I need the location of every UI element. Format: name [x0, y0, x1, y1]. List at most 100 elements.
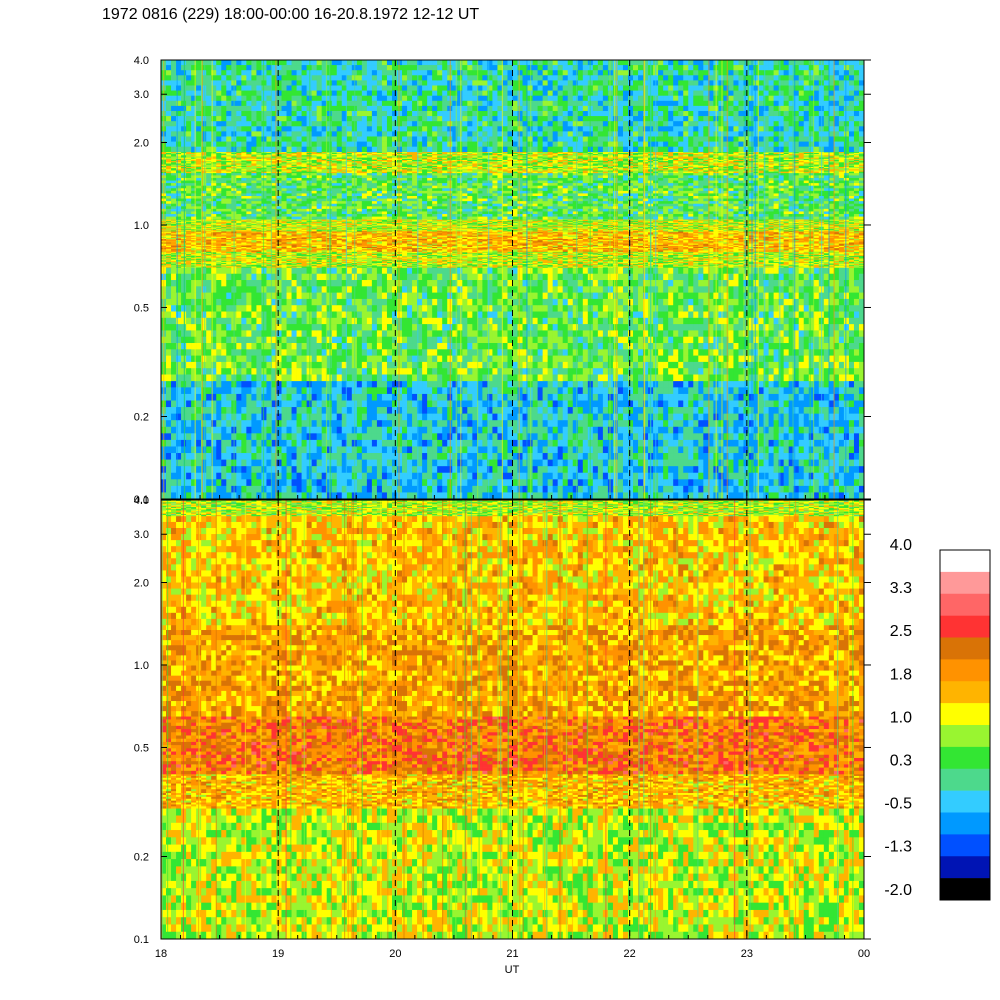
heatmap-cell [538, 473, 543, 480]
heatmap-cell [287, 440, 292, 447]
heatmap-cell [502, 473, 507, 480]
heatmap-cell [332, 473, 337, 480]
heatmap-cell [603, 381, 608, 388]
heatmap-cell [603, 427, 608, 434]
heatmap-cell [256, 446, 261, 453]
heatmap-cell [166, 427, 171, 434]
heatmap-cell [282, 492, 287, 499]
heatmap-cell [387, 381, 392, 388]
heatmap-cell [181, 446, 186, 453]
heatmap-cell [728, 486, 733, 493]
heatmap-cell [784, 414, 789, 421]
heatmap-cell [226, 453, 231, 460]
heatmap-cell [171, 427, 176, 434]
heatmap-cell [337, 446, 342, 453]
heatmap-cell [749, 460, 754, 467]
heatmap-cell [548, 387, 553, 394]
heatmap-cell [693, 420, 698, 427]
heatmap-cell [723, 466, 728, 473]
heatmap-cell [297, 394, 302, 401]
heatmap-cell [518, 453, 523, 460]
heatmap-cell [663, 486, 668, 493]
heatmap-cell [533, 387, 538, 394]
heatmap-cell [382, 394, 387, 401]
heatmap-cell [302, 446, 307, 453]
heatmap-cell [623, 460, 628, 467]
heatmap-cell [206, 466, 211, 473]
heatmap-cell [513, 486, 518, 493]
heatmap-cell [362, 479, 367, 486]
heatmap-cell [432, 381, 437, 388]
heatmap-cell [573, 440, 578, 447]
heatmap-cell [749, 446, 754, 453]
heatmap-cell [362, 473, 367, 480]
heatmap-cell [603, 492, 608, 499]
heatmap-cell [357, 492, 362, 499]
heatmap-cell [467, 479, 472, 486]
heatmap-cell [668, 420, 673, 427]
heatmap-cell [638, 479, 643, 486]
heatmap-cell [583, 433, 588, 440]
heatmap-cell [749, 453, 754, 460]
heatmap-cell [377, 387, 382, 394]
heatmap-cell [784, 381, 789, 388]
heatmap-cell [186, 453, 191, 460]
heatmap-cell [221, 460, 226, 467]
heatmap-cell [548, 460, 553, 467]
heatmap-cell [668, 479, 673, 486]
heatmap-cell [166, 324, 171, 331]
heatmap-cell [221, 446, 226, 453]
heatmap-cell [548, 414, 553, 421]
heatmap-cell [407, 446, 412, 453]
heatmap-cell [673, 492, 678, 499]
heatmap-cell [628, 466, 633, 473]
heatmap-cell [688, 466, 693, 473]
heatmap-cell [728, 446, 733, 453]
heatmap-cell [472, 440, 477, 447]
heatmap-cell [769, 427, 774, 434]
heatmap-cell [623, 414, 628, 421]
heatmap-cell [733, 492, 738, 499]
heatmap-cell [638, 414, 643, 421]
heatmap-cell [829, 407, 834, 414]
heatmap-cell [518, 381, 523, 388]
heatmap-cell [196, 466, 201, 473]
heatmap-cell [573, 466, 578, 473]
heatmap-cell [312, 479, 317, 486]
heatmap-cell [839, 440, 844, 447]
heatmap-cell [673, 466, 678, 473]
heatmap-cell [759, 427, 764, 434]
heatmap-cell [367, 420, 372, 427]
heatmap-cell [769, 440, 774, 447]
heatmap-cell [668, 446, 673, 453]
heatmap-cell [412, 381, 417, 388]
heatmap-cell [854, 433, 859, 440]
heatmap-cell [186, 381, 191, 388]
heatmap-cell [518, 427, 523, 434]
heatmap-cell [297, 427, 302, 434]
heatmap-cell [598, 420, 603, 427]
heatmap-cell [292, 394, 297, 401]
heatmap-cell [638, 492, 643, 499]
heatmap-cell [256, 394, 261, 401]
heatmap-cell [784, 460, 789, 467]
heatmap-cell [171, 453, 176, 460]
heatmap-cell [181, 492, 186, 499]
heatmap-cell [166, 479, 171, 486]
heatmap-cell [256, 479, 261, 486]
heatmap-cell [422, 420, 427, 427]
heatmap-cell [688, 486, 693, 493]
heatmap-cell [613, 466, 618, 473]
heatmap-cell [769, 492, 774, 499]
heatmap-cell [583, 460, 588, 467]
heatmap-cell [276, 401, 281, 408]
heatmap-cell [337, 453, 342, 460]
heatmap-cell [703, 440, 708, 447]
heatmap-cell [467, 387, 472, 394]
heatmap-cell [723, 486, 728, 493]
heatmap-cell [799, 453, 804, 460]
heatmap-cell [392, 446, 397, 453]
heatmap-cell [427, 446, 432, 453]
heatmap-cell [442, 460, 447, 467]
heatmap-cell [347, 414, 352, 421]
